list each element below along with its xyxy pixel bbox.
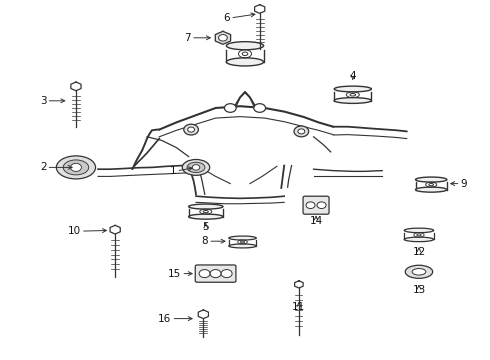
Circle shape (298, 129, 305, 134)
Text: 4: 4 (349, 71, 356, 81)
Circle shape (71, 163, 81, 171)
Ellipse shape (334, 98, 371, 103)
Text: 15: 15 (168, 269, 181, 279)
Ellipse shape (189, 214, 223, 219)
Text: 10: 10 (68, 226, 81, 236)
Text: 6: 6 (223, 13, 230, 23)
Ellipse shape (63, 160, 89, 175)
FancyBboxPatch shape (303, 196, 329, 214)
Circle shape (210, 270, 221, 278)
Circle shape (192, 165, 200, 170)
Ellipse shape (404, 228, 434, 233)
Ellipse shape (229, 244, 256, 248)
FancyBboxPatch shape (195, 265, 236, 282)
Text: 1: 1 (170, 166, 176, 176)
Ellipse shape (56, 156, 96, 179)
Circle shape (294, 126, 309, 137)
Ellipse shape (334, 86, 371, 92)
Ellipse shape (226, 42, 264, 50)
Circle shape (306, 202, 315, 208)
Text: 5: 5 (202, 222, 209, 232)
Text: 16: 16 (158, 314, 172, 324)
Text: 7: 7 (184, 33, 191, 43)
Circle shape (224, 104, 236, 112)
Text: 13: 13 (412, 285, 426, 295)
Ellipse shape (404, 237, 434, 242)
Ellipse shape (187, 162, 205, 172)
Text: 9: 9 (461, 179, 467, 189)
Circle shape (188, 127, 195, 132)
Circle shape (221, 270, 232, 278)
Text: 3: 3 (40, 96, 47, 106)
Text: 14: 14 (309, 216, 323, 226)
Text: 2: 2 (40, 162, 47, 172)
Polygon shape (215, 31, 231, 44)
Ellipse shape (405, 265, 433, 278)
Ellipse shape (416, 187, 447, 192)
Ellipse shape (182, 159, 210, 175)
Ellipse shape (416, 177, 447, 182)
Text: 8: 8 (201, 236, 208, 246)
Circle shape (317, 202, 326, 208)
Circle shape (254, 104, 266, 112)
Text: 11: 11 (292, 302, 306, 312)
Text: 12: 12 (412, 247, 426, 257)
Ellipse shape (412, 269, 426, 275)
Ellipse shape (229, 236, 256, 240)
Circle shape (219, 35, 227, 41)
Circle shape (184, 124, 198, 135)
Ellipse shape (226, 58, 264, 66)
Circle shape (199, 270, 210, 278)
Ellipse shape (189, 204, 223, 209)
